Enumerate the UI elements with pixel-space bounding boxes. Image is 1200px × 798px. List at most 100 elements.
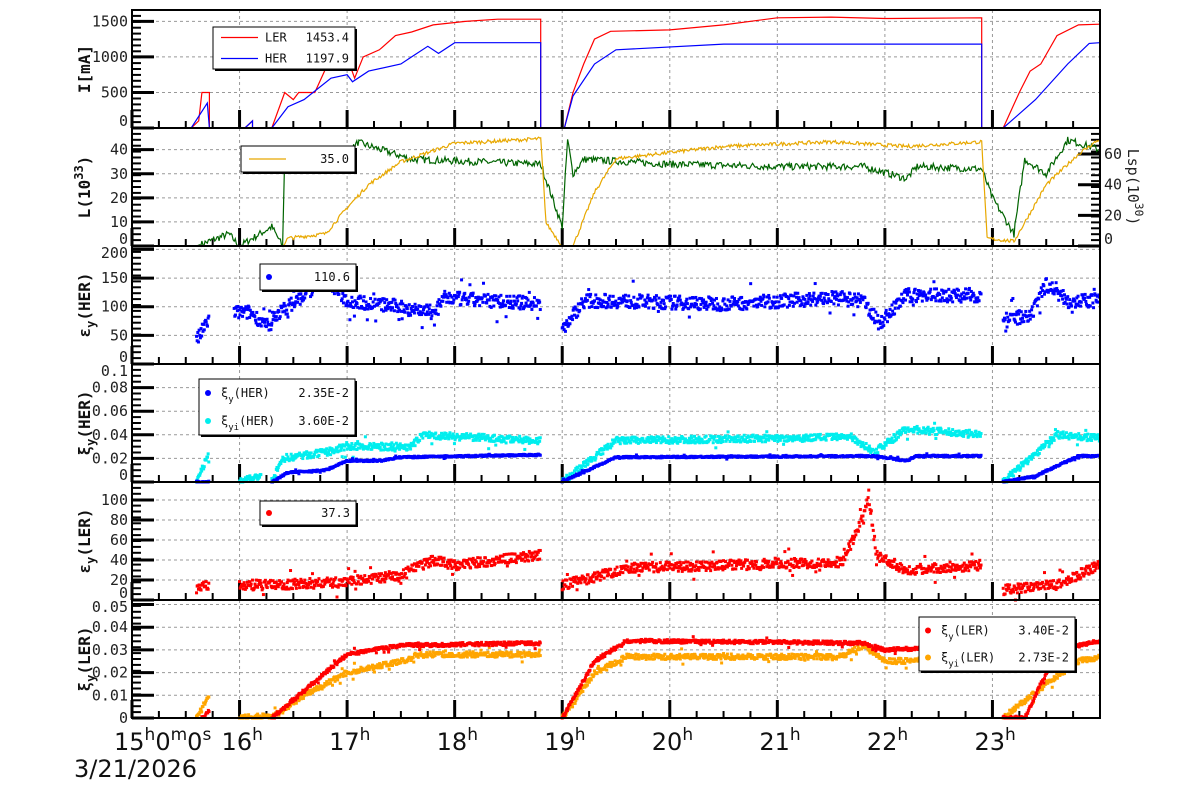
data-point xyxy=(198,336,202,340)
data-point xyxy=(711,441,715,445)
data-point xyxy=(765,295,769,299)
data-point xyxy=(534,439,538,443)
data-point xyxy=(576,314,580,318)
data-point xyxy=(392,443,396,447)
legend-box xyxy=(198,378,356,436)
data-point xyxy=(481,559,485,563)
data-point xyxy=(339,578,343,582)
data-point xyxy=(1070,304,1074,308)
data-point xyxy=(365,580,369,584)
data-point xyxy=(347,304,351,308)
data-point xyxy=(767,293,771,297)
y-axis-label: I[mA] xyxy=(75,45,94,93)
data-point xyxy=(962,432,966,436)
data-point xyxy=(316,579,320,583)
data-point xyxy=(638,440,642,444)
data-point xyxy=(1002,316,1006,320)
data-point xyxy=(671,568,675,572)
data-point xyxy=(467,295,471,299)
data-point xyxy=(620,297,624,301)
data-point xyxy=(1010,298,1014,302)
data-point xyxy=(755,436,759,440)
data-point xyxy=(500,440,504,444)
data-point xyxy=(384,576,388,580)
series-line-her xyxy=(132,42,1101,129)
data-point xyxy=(834,432,838,436)
data-point xyxy=(451,301,455,305)
data-point xyxy=(432,561,436,565)
data-point xyxy=(491,298,495,302)
data-point xyxy=(808,294,812,298)
data-point xyxy=(396,576,400,580)
data-point xyxy=(607,298,611,302)
data-point xyxy=(511,306,515,310)
data-point xyxy=(778,294,782,298)
data-point xyxy=(199,327,203,331)
data-point xyxy=(264,583,268,587)
data-point xyxy=(270,321,274,325)
data-point xyxy=(708,438,712,442)
data-point xyxy=(949,296,953,300)
data-point xyxy=(873,321,877,325)
data-point xyxy=(753,439,757,443)
data-point xyxy=(1018,468,1022,472)
data-point xyxy=(625,299,629,303)
y-tick-label: 0 xyxy=(119,112,128,130)
data-point xyxy=(807,292,811,296)
data-point xyxy=(624,564,628,568)
data-point xyxy=(951,300,955,304)
data-point xyxy=(366,447,370,451)
data-point xyxy=(641,437,645,441)
data-point xyxy=(372,292,376,296)
data-point xyxy=(847,300,851,304)
data-point xyxy=(413,562,417,566)
data-point xyxy=(376,576,380,580)
data-point xyxy=(756,434,760,438)
data-point xyxy=(916,431,920,435)
data-point xyxy=(760,303,764,307)
data-point xyxy=(259,473,263,477)
data-point xyxy=(421,567,425,571)
data-point xyxy=(369,442,373,446)
data-point xyxy=(904,430,908,434)
data-point xyxy=(861,298,865,302)
data-point xyxy=(443,436,447,440)
data-point xyxy=(362,295,366,299)
data-point xyxy=(689,441,693,445)
data-point xyxy=(345,441,349,445)
data-point xyxy=(278,582,282,586)
data-point xyxy=(388,447,392,451)
data-point xyxy=(565,578,569,582)
data-point xyxy=(298,451,302,455)
data-point xyxy=(739,307,743,311)
data-point xyxy=(968,296,972,300)
data-point xyxy=(513,552,517,556)
data-point xyxy=(1065,302,1069,306)
data-point xyxy=(805,293,809,297)
data-point xyxy=(448,561,452,565)
data-point xyxy=(611,574,615,578)
data-point xyxy=(514,558,518,562)
data-point xyxy=(915,292,919,296)
data-point xyxy=(622,294,626,298)
data-point xyxy=(860,443,864,447)
data-point xyxy=(947,287,951,291)
data-point xyxy=(467,563,471,567)
data-point xyxy=(937,430,941,434)
label-base: Lsp(10 xyxy=(1124,149,1142,203)
data-point xyxy=(297,472,301,476)
data-point xyxy=(574,575,578,579)
data-point xyxy=(327,448,331,452)
data-point xyxy=(416,307,420,311)
data-point xyxy=(285,581,289,585)
data-point xyxy=(564,584,568,588)
data-point xyxy=(381,448,385,452)
data-point xyxy=(1077,432,1081,436)
data-point xyxy=(968,433,972,437)
data-point xyxy=(599,453,603,457)
data-point xyxy=(716,434,720,438)
data-point xyxy=(309,581,313,585)
data-point xyxy=(691,296,695,300)
